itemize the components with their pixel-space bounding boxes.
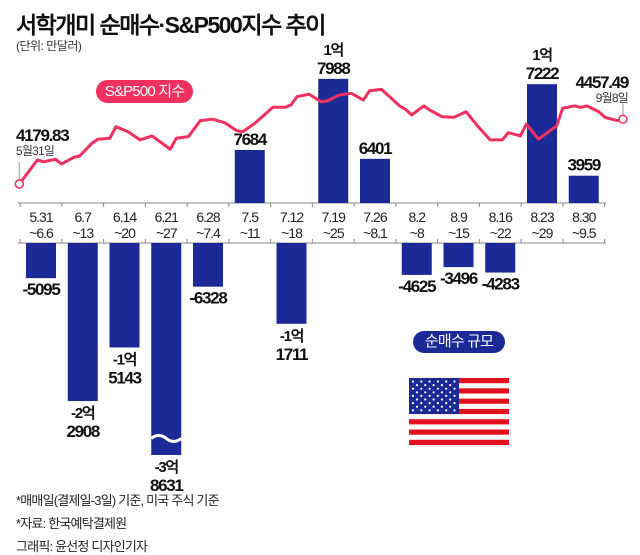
axis-break-mark [150,433,183,443]
bar-value-label: -5095 [23,280,61,299]
chart-title: 서학개미 순매수·S&P500지수 추이 [16,12,326,38]
bar-value-label: -4283 [482,275,520,294]
bar-value-label: 7222 [526,64,559,83]
sp500-legend-pill: S&P500 지수 [96,80,193,103]
bar [485,243,516,273]
bar-value-label: 1억 [323,41,343,59]
bar [360,158,390,203]
x-tick-label: 8.2 [409,209,427,225]
bar-value-label: -6328 [190,289,228,308]
unit-label: (단위: 만달러) [16,39,82,53]
x-tick-label: ~8.1 [363,225,388,241]
x-tick-label: ~27 [156,225,178,241]
x-tick-label: ~25 [323,225,345,241]
end-point-marker [618,114,628,125]
bar-value-label: -1억 [280,327,304,345]
bar-value-label: -4625 [398,277,436,296]
bar [67,243,98,402]
x-tick-label: ~7.4 [196,225,221,241]
x-tick-label: ~13 [72,225,94,241]
net-buy-legend-pill: 순매수 규모 [413,331,505,353]
x-tick-label: 8.23 [530,209,554,225]
note-credit: 그래픽: 윤선정 디자인기자 [16,539,148,554]
x-tick-label: ~9.5 [572,225,597,241]
bar [568,175,599,203]
bar [193,243,223,287]
bar [401,243,432,275]
x-tick-label: ~8 [410,225,425,241]
x-tick-label: 6.14 [113,209,137,225]
bar-value-label: 3959 [567,156,600,175]
bar-value-label: 1711 [276,345,309,364]
bar-value-label: 1억 [532,46,552,64]
x-tick-label: 6.7 [75,209,93,225]
x-tick-label: ~18 [281,225,303,241]
bar-value-label: 8631 [150,476,183,495]
bar-value-label: 2908 [66,422,99,441]
start-value-label: 4179.83 [16,126,69,145]
x-tick-label: 8.30 [572,209,596,225]
bar-value-label: 7988 [317,59,350,78]
end-date-label: 9월8일 [596,91,628,105]
end-value-label: 4457.49 [576,73,629,92]
bar [26,243,56,279]
x-tick-label: ~6.6 [29,225,54,241]
x-tick-label: 7.19 [322,209,346,225]
bar [276,243,307,324]
x-tick-label: 8.16 [489,209,513,225]
bar [443,243,474,268]
x-tick-label: 7.26 [363,209,387,225]
x-tick-label: 7.5 [242,209,260,225]
x-tick-label: 8.9 [450,209,468,225]
note-basis: *매매일(결제일-3일) 기준, 미국 주식 기준 [16,493,220,508]
bar-value-label: -1억 [113,350,137,368]
bar [234,149,265,203]
bar-value-label: 5143 [108,368,141,387]
x-tick-label: 6.28 [196,209,220,225]
bar-value-label: -2억 [71,404,95,422]
bar [109,243,140,348]
bar-value-label: 6401 [359,139,392,158]
start-date-label: 5월31일 [16,144,54,158]
x-tick-label: ~15 [448,225,470,241]
x-tick-label: 7.12 [280,209,304,225]
x-tick-label: 5.31 [29,209,53,225]
bar [151,243,182,455]
start-point-marker [14,179,25,189]
bar-value-label: -3억 [155,458,179,476]
x-tick-label: ~22 [490,225,512,241]
x-tick-label: ~11 [240,225,261,241]
x-tick-label: ~20 [114,225,136,241]
note-source: *자료: 한국예탁결제원 [16,516,127,531]
us-flag-icon [409,378,509,445]
bar-value-label: -3496 [440,269,478,288]
x-tick-label: 6.21 [155,209,179,225]
x-tick-label: ~29 [532,225,554,241]
sp500-line [18,87,624,185]
bar-value-label: 7684 [233,130,267,149]
bar [527,84,557,203]
